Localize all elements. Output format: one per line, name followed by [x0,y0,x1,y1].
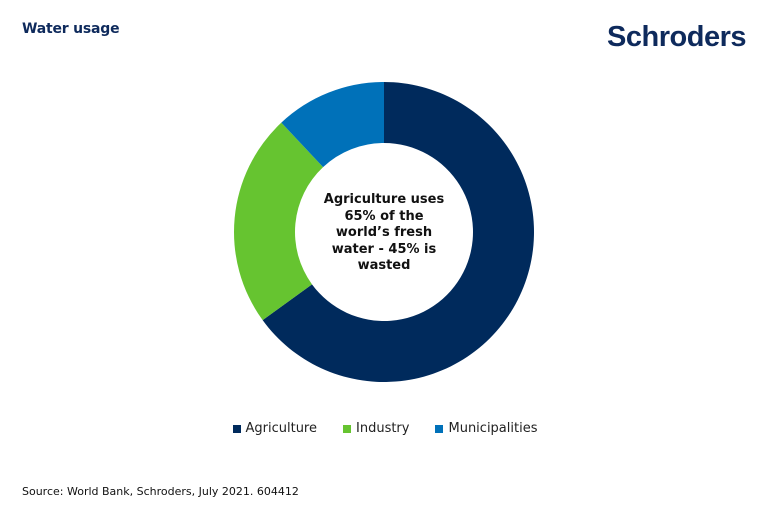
center-line-5: wasted [357,258,411,273]
legend-label-municipalities: Municipalities [448,421,538,436]
source-note: Source: World Bank, Schroders, July 2021… [22,485,299,498]
legend-swatch-industry [343,424,351,433]
chart-title: Water usage [22,21,120,37]
legend-label-industry: Industry [356,421,410,436]
donut-slice-municipalities [281,82,384,168]
chart-legend: Agriculture Industry Municipalities [0,421,770,436]
center-line-1: Agriculture uses [323,192,445,207]
schroders-logo: Schroders [607,21,746,53]
legend-swatch-municipalities [435,424,444,433]
legend-item-industry: Industry [343,421,409,436]
legend-item-agriculture: Agriculture [232,421,318,436]
center-line-4: water - 45% is [331,241,437,257]
center-line-3: world’s fresh [335,225,433,240]
legend-swatch-agriculture [232,424,241,433]
legend-item-municipalities: Municipalities [435,421,537,436]
donut-slice-agriculture [262,82,534,383]
donut-center-label: Agriculture uses 65% of the world’s fres… [314,192,454,275]
center-line-2: 65% of the [344,208,424,224]
donut-slice-industry [234,122,324,321]
legend-label-agriculture: Agriculture [245,421,318,436]
